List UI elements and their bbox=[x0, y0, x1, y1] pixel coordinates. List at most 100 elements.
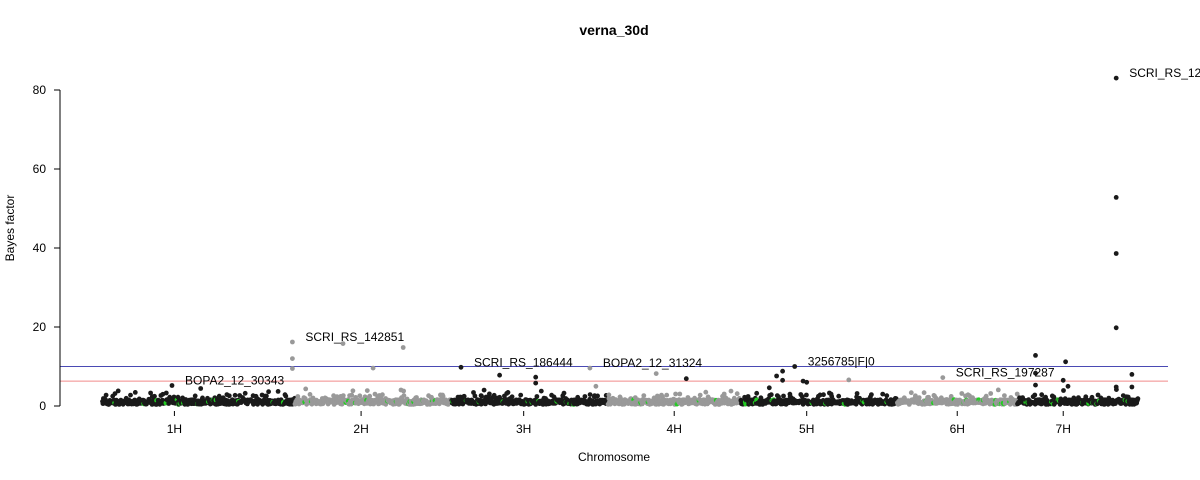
data-point bbox=[1032, 392, 1038, 398]
data-point bbox=[1113, 195, 1119, 200]
y-tick-label: 20 bbox=[33, 320, 47, 334]
snp-annotation: 3256785|F|0 bbox=[808, 355, 875, 369]
data-point bbox=[401, 388, 406, 394]
data-point bbox=[799, 394, 805, 399]
data-point bbox=[728, 388, 734, 394]
data-point bbox=[913, 393, 918, 399]
data-point bbox=[1039, 392, 1045, 398]
data-point bbox=[367, 393, 373, 399]
data-point bbox=[677, 391, 683, 397]
data-point bbox=[458, 364, 464, 370]
data-point bbox=[1033, 353, 1038, 358]
data-point bbox=[192, 393, 198, 399]
data-point bbox=[232, 392, 238, 398]
data-point bbox=[1113, 75, 1119, 81]
data-point bbox=[869, 392, 874, 397]
data-points bbox=[100, 75, 1141, 407]
data-point bbox=[163, 390, 169, 396]
x-tick-label: 6H bbox=[950, 422, 965, 436]
data-point bbox=[988, 391, 994, 396]
data-point bbox=[1089, 394, 1095, 400]
x-tick-label: 1H bbox=[167, 422, 182, 436]
chart-title: verna_30d bbox=[579, 22, 648, 38]
data-point bbox=[606, 396, 612, 401]
data-point bbox=[673, 391, 678, 397]
data-point bbox=[908, 390, 914, 396]
data-point bbox=[561, 390, 567, 396]
data-point bbox=[587, 365, 593, 371]
data-point bbox=[774, 373, 779, 379]
data-point bbox=[128, 392, 133, 398]
data-point bbox=[461, 393, 467, 399]
data-point bbox=[290, 366, 295, 371]
data-point bbox=[792, 364, 798, 369]
data-point bbox=[983, 393, 989, 399]
data-point bbox=[472, 393, 478, 399]
data-point bbox=[846, 377, 852, 383]
data-point bbox=[880, 391, 886, 397]
snp-annotation: BOPA2_12_30343 bbox=[185, 374, 285, 388]
data-point bbox=[804, 379, 810, 385]
data-point bbox=[132, 390, 138, 395]
data-point bbox=[1014, 391, 1020, 397]
data-point bbox=[1113, 251, 1119, 256]
data-point bbox=[401, 393, 407, 398]
data-point bbox=[264, 393, 269, 399]
data-point bbox=[334, 394, 340, 399]
data-point bbox=[1129, 384, 1135, 390]
data-point bbox=[959, 391, 965, 396]
data-point bbox=[817, 392, 823, 398]
data-point bbox=[781, 393, 786, 399]
data-point bbox=[518, 392, 524, 398]
data-point bbox=[926, 394, 931, 400]
data-point bbox=[340, 341, 346, 346]
data-point bbox=[836, 393, 842, 399]
data-point bbox=[148, 390, 154, 396]
data-point bbox=[349, 392, 355, 398]
threshold-lines bbox=[60, 366, 1168, 382]
data-point bbox=[884, 393, 890, 399]
data-point bbox=[754, 390, 760, 396]
data-point bbox=[1113, 384, 1119, 390]
data-point bbox=[804, 392, 809, 398]
data-point bbox=[995, 387, 1001, 393]
data-point bbox=[152, 393, 157, 399]
data-point bbox=[534, 394, 540, 399]
data-point bbox=[112, 391, 118, 396]
x-tick-label: 5H bbox=[799, 422, 814, 436]
data-point bbox=[703, 389, 709, 395]
data-point bbox=[283, 393, 289, 399]
snp-annotation: SCRI_RS_12 bbox=[1129, 66, 1200, 80]
data-point bbox=[266, 389, 271, 395]
data-point bbox=[1061, 388, 1066, 393]
x-axis-label: Chromosome bbox=[578, 450, 650, 464]
data-point bbox=[1129, 372, 1135, 377]
data-point bbox=[533, 380, 539, 386]
data-point bbox=[664, 392, 670, 398]
data-point bbox=[1060, 377, 1066, 383]
data-point bbox=[400, 345, 406, 350]
data-point bbox=[380, 392, 385, 398]
data-point bbox=[768, 392, 774, 398]
x-tick-label: 4H bbox=[667, 422, 682, 436]
data-point bbox=[290, 356, 295, 361]
annotations: SCRI_RS_12 SCRI_RS_142851 SCRI_RS_186444 BO… bbox=[185, 66, 1200, 387]
data-point bbox=[505, 390, 511, 395]
x-tick-label: 7H bbox=[1056, 422, 1071, 436]
data-point bbox=[350, 388, 356, 394]
data-point bbox=[216, 393, 222, 399]
data-point bbox=[595, 393, 600, 399]
data-point bbox=[1063, 359, 1068, 365]
data-point bbox=[697, 392, 703, 398]
data-point bbox=[1002, 393, 1007, 398]
data-point bbox=[780, 368, 785, 374]
data-point bbox=[1033, 370, 1038, 376]
snp-annotation: SCRI_RS_186444 bbox=[474, 355, 573, 369]
data-point bbox=[916, 395, 922, 400]
data-point bbox=[357, 393, 363, 399]
data-point bbox=[683, 376, 689, 382]
data-point bbox=[533, 374, 539, 380]
data-point bbox=[641, 393, 647, 398]
data-point bbox=[479, 393, 484, 399]
